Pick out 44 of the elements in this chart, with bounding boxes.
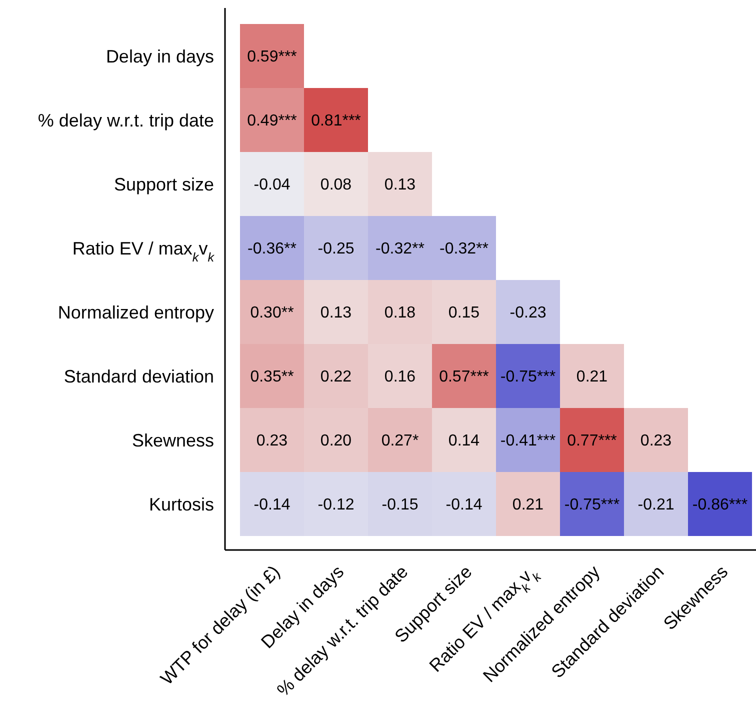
data-label: -0.32**	[376, 240, 424, 258]
data-label: -0.23	[510, 304, 546, 322]
data-label: 0.22	[320, 368, 352, 386]
data-label: -0.25	[318, 240, 354, 258]
data-label: 0.27*	[381, 432, 419, 450]
data-label: 0.15	[448, 304, 480, 322]
data-label: -0.12	[318, 496, 354, 514]
data-label: 0.13	[384, 176, 416, 194]
data-label: -0.36**	[248, 240, 296, 258]
data-label: 0.30**	[250, 304, 294, 322]
data-label: 0.13	[320, 304, 352, 322]
data-label: -0.86***	[692, 496, 748, 514]
data-label: -0.75***	[564, 496, 620, 514]
data-label: 0.14	[448, 432, 480, 450]
data-label: 0.77***	[567, 432, 617, 450]
y-tick-label: Skewness	[132, 430, 214, 450]
y-tick-label: Kurtosis	[148, 494, 214, 514]
data-label: -0.14	[254, 496, 290, 514]
data-label: -0.41***	[500, 432, 556, 450]
data-label: -0.15	[382, 496, 418, 514]
data-label: -0.04	[254, 176, 290, 194]
data-label: 0.08	[320, 176, 352, 194]
data-label: 0.59***	[247, 48, 297, 66]
data-label: 0.23	[640, 432, 672, 450]
data-label: 0.18	[384, 304, 416, 322]
y-tick-label: Delay in days	[106, 46, 214, 66]
data-label: -0.21	[638, 496, 674, 514]
data-label: -0.14	[446, 496, 482, 514]
y-tick-label: % delay w.r.t. trip date	[38, 110, 214, 130]
y-tick-label: Standard deviation	[64, 366, 214, 386]
data-label: 0.21	[512, 496, 544, 514]
data-label: 0.20	[320, 432, 352, 450]
y-tick-label: Normalized entropy	[58, 302, 214, 322]
data-label: 0.49***	[247, 112, 297, 130]
data-label: 0.81***	[311, 112, 361, 130]
data-label: -0.32**	[440, 240, 488, 258]
y-tick-label: Support size	[114, 174, 214, 194]
data-label: -0.75***	[500, 368, 556, 386]
data-label: 0.21	[576, 368, 608, 386]
y-tick-label: Ratio EV / max$_{k}$v$_{k}$	[72, 238, 215, 264]
data-label: 0.35**	[250, 368, 294, 386]
data-label: 0.16	[384, 368, 416, 386]
data-label: 0.23	[256, 432, 288, 450]
data-label: 0.57***	[439, 368, 489, 386]
